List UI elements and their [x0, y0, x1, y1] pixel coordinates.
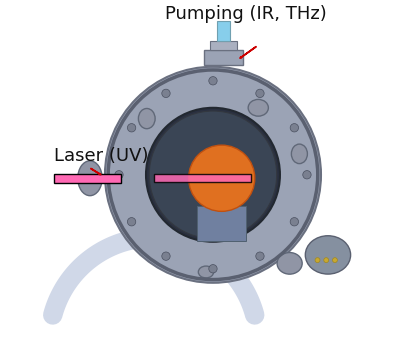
- Circle shape: [209, 76, 217, 85]
- Circle shape: [324, 258, 329, 262]
- FancyBboxPatch shape: [217, 21, 230, 40]
- Circle shape: [256, 89, 264, 98]
- Ellipse shape: [291, 144, 307, 164]
- Circle shape: [105, 67, 321, 283]
- Circle shape: [290, 217, 299, 226]
- Circle shape: [162, 252, 170, 260]
- Circle shape: [127, 217, 136, 226]
- Circle shape: [315, 258, 320, 262]
- FancyBboxPatch shape: [54, 174, 121, 183]
- Ellipse shape: [189, 145, 255, 211]
- Ellipse shape: [138, 109, 155, 129]
- Circle shape: [162, 89, 170, 98]
- Circle shape: [256, 252, 264, 260]
- FancyBboxPatch shape: [204, 50, 243, 65]
- Circle shape: [209, 265, 217, 273]
- Ellipse shape: [277, 253, 302, 274]
- FancyBboxPatch shape: [210, 40, 236, 50]
- FancyBboxPatch shape: [154, 174, 251, 182]
- Circle shape: [127, 124, 136, 132]
- Ellipse shape: [198, 266, 214, 278]
- Text: Pumping (IR, THz): Pumping (IR, THz): [165, 5, 327, 23]
- Circle shape: [290, 124, 299, 132]
- Ellipse shape: [248, 99, 268, 116]
- Ellipse shape: [305, 236, 351, 274]
- Circle shape: [115, 171, 123, 179]
- Text: Laser (UV): Laser (UV): [54, 147, 149, 165]
- Circle shape: [149, 111, 277, 238]
- Circle shape: [146, 108, 280, 242]
- FancyBboxPatch shape: [197, 206, 246, 241]
- Circle shape: [332, 258, 337, 262]
- Circle shape: [303, 171, 311, 179]
- Ellipse shape: [78, 161, 102, 196]
